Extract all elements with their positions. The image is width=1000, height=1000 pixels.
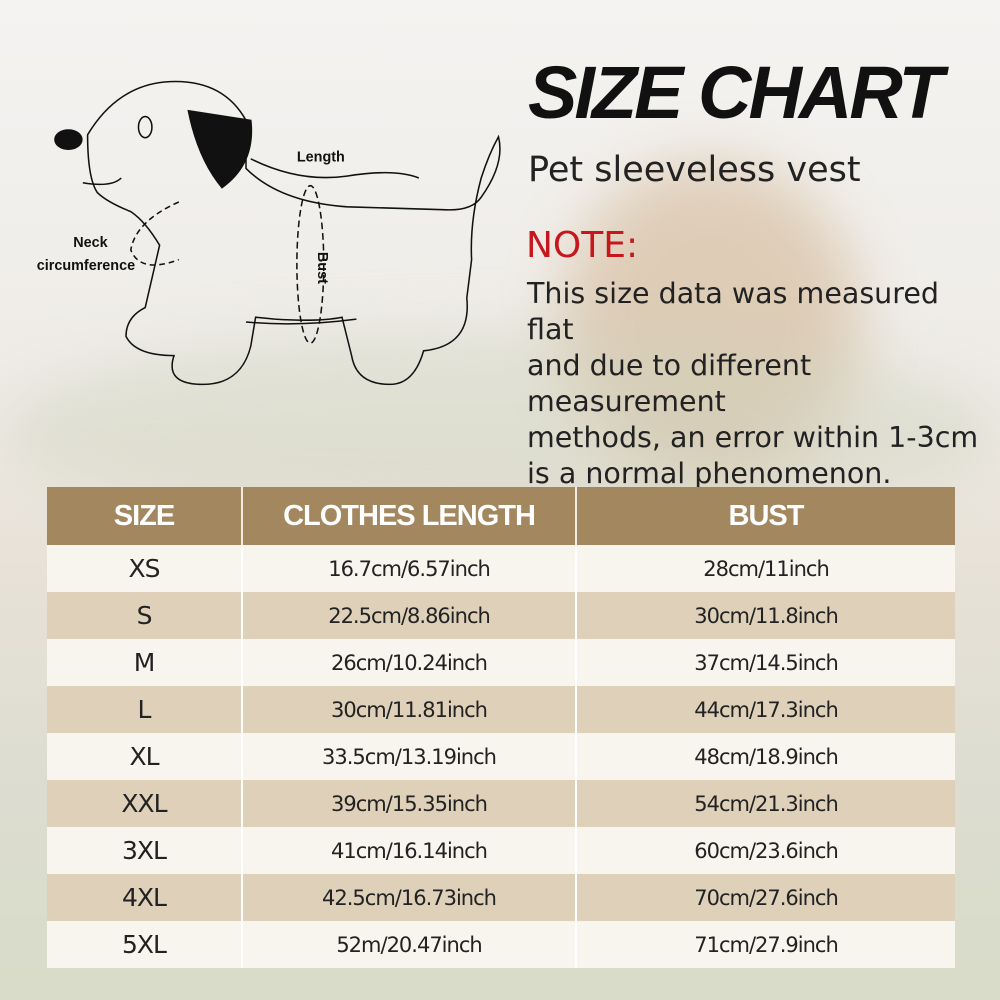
- table-row: 4XL 42.5cm/16.73inch 70cm/27.6inch: [47, 874, 955, 921]
- cell-size: S: [47, 592, 243, 639]
- length-measure-line: [250, 158, 420, 179]
- bust-measure-line: [296, 184, 325, 344]
- dog-measurement-diagram: Length Bust Neck circumference: [37, 80, 501, 386]
- dog-ear: [187, 109, 253, 189]
- note-line: methods, an error within 1-3cm: [527, 421, 979, 454]
- table-row: M 26cm/10.24inch 37cm/14.5inch: [47, 639, 955, 686]
- cell-bust: 28cm/11inch: [576, 545, 955, 592]
- dog-nose: [54, 129, 83, 150]
- table-row: 5XL 52m/20.47inch 71cm/27.9inch: [47, 921, 955, 968]
- cell-size: 4XL: [47, 874, 243, 921]
- dog-belly: [245, 318, 357, 325]
- note-text: This size data was measured flat and due…: [527, 276, 987, 492]
- circumference-label: circumference: [37, 258, 135, 274]
- bust-label: Bust: [314, 252, 330, 284]
- cell-size: XS: [47, 545, 243, 592]
- cell-bust: 44cm/17.3inch: [576, 686, 955, 733]
- note-line: This size data was measured flat: [527, 277, 939, 346]
- cell-clothes-length: 30cm/11.81inch: [242, 686, 577, 733]
- cell-clothes-length: 42.5cm/16.73inch: [242, 874, 577, 921]
- header-clothes-length: CLOTHES LENGTH: [242, 487, 577, 545]
- page-title: SIZE CHART: [528, 51, 944, 134]
- note-line: is a normal phenomenon.: [527, 457, 892, 490]
- background-blur: [560, 160, 860, 480]
- table-row: S 22.5cm/8.86inch 30cm/11.8inch: [47, 592, 955, 639]
- cell-size: 3XL: [47, 827, 243, 874]
- cell-clothes-length: 22.5cm/8.86inch: [242, 592, 577, 639]
- size-table: SIZE CLOTHES LENGTH BUST XS 16.7cm/6.57in…: [47, 487, 955, 968]
- cell-bust: 54cm/21.3inch: [576, 780, 955, 827]
- cell-clothes-length: 39cm/15.35inch: [242, 780, 577, 827]
- cell-clothes-length: 41cm/16.14inch: [242, 827, 577, 874]
- cell-clothes-length: 52m/20.47inch: [242, 921, 577, 968]
- cell-size: 5XL: [47, 921, 243, 968]
- length-label: Length: [297, 150, 345, 166]
- cell-clothes-length: 16.7cm/6.57inch: [242, 545, 577, 592]
- dog-outline: [86, 80, 501, 386]
- table-row: XL 33.5cm/13.19inch 48cm/18.9inch: [47, 733, 955, 780]
- cell-clothes-length: 33.5cm/13.19inch: [242, 733, 577, 780]
- cell-bust: 60cm/23.6inch: [576, 827, 955, 874]
- cell-bust: 70cm/27.6inch: [576, 874, 955, 921]
- header-bust: BUST: [576, 487, 955, 545]
- neck-measure-line: [130, 201, 180, 266]
- cell-bust: 30cm/11.8inch: [576, 592, 955, 639]
- cell-size: M: [47, 639, 243, 686]
- cell-size: XXL: [47, 780, 243, 827]
- note-line: and due to different measurement: [527, 349, 812, 418]
- product-subtitle: Pet sleeveless vest: [528, 150, 861, 190]
- table-row: L 30cm/11.81inch 44cm/17.3inch: [47, 686, 955, 733]
- cell-size: XL: [47, 733, 243, 780]
- table-header-row: SIZE CLOTHES LENGTH BUST: [47, 487, 955, 545]
- table-row: XXL 39cm/15.35inch 54cm/21.3inch: [47, 780, 955, 827]
- table-row: 3XL 41cm/16.14inch 60cm/23.6inch: [47, 827, 955, 874]
- cell-clothes-length: 26cm/10.24inch: [242, 639, 577, 686]
- cell-size: L: [47, 686, 243, 733]
- header-size: SIZE: [47, 487, 243, 545]
- dog-mouth: [82, 177, 122, 186]
- table-row: XS 16.7cm/6.57inch 28cm/11inch: [47, 545, 955, 592]
- neck-label: Neck: [73, 235, 108, 251]
- cell-bust: 48cm/18.9inch: [576, 733, 955, 780]
- cell-bust: 71cm/27.9inch: [576, 921, 955, 968]
- dog-eye: [137, 115, 153, 139]
- note-label: NOTE:: [526, 225, 639, 266]
- cell-bust: 37cm/14.5inch: [576, 639, 955, 686]
